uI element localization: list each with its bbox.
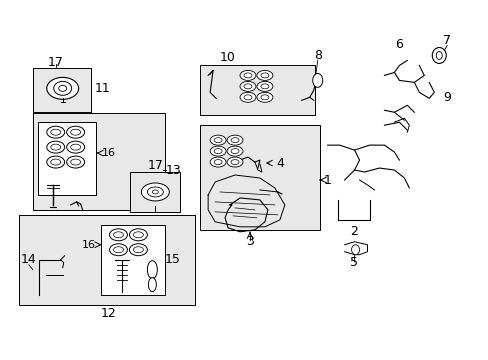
Ellipse shape [210,157,225,167]
Ellipse shape [240,71,255,80]
Ellipse shape [312,73,322,87]
Ellipse shape [54,81,72,95]
Ellipse shape [109,244,127,256]
Ellipse shape [109,229,127,241]
Ellipse shape [256,81,272,91]
Bar [19,215,195,305]
Ellipse shape [244,95,251,100]
Ellipse shape [47,126,64,138]
Bar [200,125,319,230]
Ellipse shape [133,232,143,238]
Ellipse shape [66,156,84,168]
Bar [33,68,90,112]
Ellipse shape [256,92,272,102]
Ellipse shape [51,159,61,165]
Ellipse shape [113,247,123,253]
Ellipse shape [113,232,123,238]
Text: 5: 5 [349,256,357,269]
Text: 15: 15 [164,253,180,266]
Ellipse shape [351,245,359,255]
Text: 6: 6 [395,38,403,51]
Text: 10: 10 [220,51,236,64]
Text: 11: 11 [95,82,110,95]
Ellipse shape [141,183,169,201]
Text: 4: 4 [275,157,283,170]
Ellipse shape [240,81,255,91]
Ellipse shape [210,146,225,156]
Ellipse shape [51,129,61,135]
Ellipse shape [59,85,66,91]
Bar [38,122,95,195]
Ellipse shape [152,190,158,194]
Ellipse shape [226,157,243,167]
Ellipse shape [66,141,84,153]
Text: 16: 16 [102,148,115,158]
Text: 17: 17 [147,158,163,172]
Ellipse shape [214,149,222,154]
Ellipse shape [226,146,243,156]
Ellipse shape [129,244,147,256]
Text: 3: 3 [245,235,253,248]
Bar [200,66,314,115]
Ellipse shape [240,92,255,102]
Ellipse shape [129,229,147,241]
Ellipse shape [261,84,268,89]
Ellipse shape [71,159,81,165]
Ellipse shape [210,135,225,145]
Ellipse shape [71,129,81,135]
Ellipse shape [256,71,272,80]
Ellipse shape [71,144,81,150]
Ellipse shape [148,278,156,292]
Ellipse shape [147,187,163,197]
Bar [130,172,180,212]
Ellipse shape [230,159,239,165]
Ellipse shape [214,159,222,165]
Text: 9: 9 [442,91,450,104]
Ellipse shape [147,261,157,279]
Ellipse shape [66,126,84,138]
Ellipse shape [51,144,61,150]
Ellipse shape [261,95,268,100]
Ellipse shape [214,138,222,143]
Text: 14: 14 [21,253,37,266]
Ellipse shape [133,247,143,253]
Ellipse shape [244,84,251,89]
Ellipse shape [261,73,268,78]
Text: 13: 13 [165,163,181,176]
Bar [33,113,165,210]
Text: 2: 2 [349,225,357,238]
Text: 8: 8 [313,49,321,62]
Text: 7: 7 [442,34,450,47]
Text: 1: 1 [323,174,331,186]
Ellipse shape [244,73,251,78]
Ellipse shape [230,149,239,154]
Ellipse shape [47,156,64,168]
Text: 12: 12 [101,307,116,320]
Text: 16: 16 [81,240,96,250]
Ellipse shape [435,51,441,59]
Ellipse shape [230,138,239,143]
Bar [101,225,165,294]
Ellipse shape [431,48,446,63]
Text: 17: 17 [48,56,63,69]
Ellipse shape [47,77,79,99]
Ellipse shape [226,135,243,145]
Ellipse shape [47,141,64,153]
